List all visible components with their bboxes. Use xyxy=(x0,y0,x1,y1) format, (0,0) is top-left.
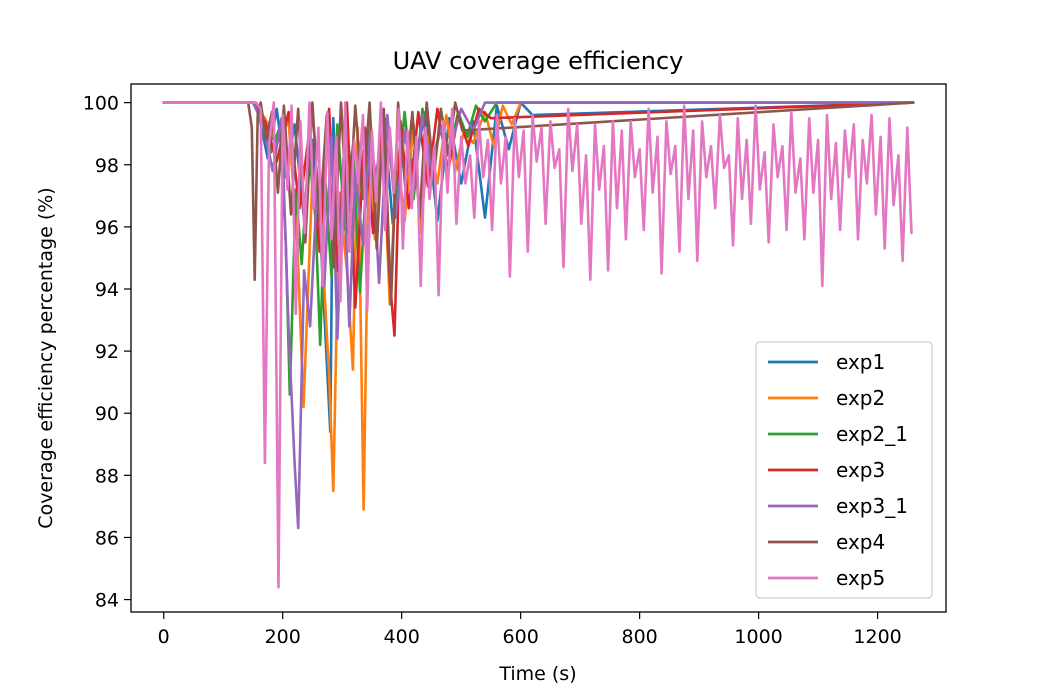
y-tick-label: 92 xyxy=(95,341,119,363)
legend-label-exp3: exp3 xyxy=(836,458,885,482)
legend-label-exp1: exp1 xyxy=(836,350,885,374)
y-tick-label: 84 xyxy=(95,590,119,612)
y-tick-label: 96 xyxy=(95,217,119,239)
x-tick-label: 1000 xyxy=(734,626,782,648)
chart-title: UAV coverage efficiency xyxy=(393,47,684,75)
legend-label-exp4: exp4 xyxy=(836,530,885,554)
y-tick-label: 94 xyxy=(95,279,119,301)
legend-label-exp2_1: exp2_1 xyxy=(836,422,908,446)
x-axis-title: Time (s) xyxy=(498,663,576,685)
legend-label-exp3_1: exp3_1 xyxy=(836,494,908,518)
series-layer xyxy=(162,101,915,589)
legend-label-exp2: exp2 xyxy=(836,386,885,410)
y-tick-label: 88 xyxy=(95,465,119,487)
plot-frame xyxy=(130,83,947,613)
y-tick-label: 98 xyxy=(95,155,119,177)
y-tick-label: 86 xyxy=(95,527,119,549)
x-axis: 0 200 400 600 800 1000 1200 xyxy=(158,612,902,648)
y-axis: 84 86 88 90 92 94 96 98 100 xyxy=(83,93,131,612)
legend: exp1 exp2 exp2_1 exp3 exp3_1 exp4 exp5 xyxy=(755,341,933,599)
legend-box xyxy=(755,341,933,599)
x-tick-label: 400 xyxy=(384,626,420,648)
legend-items: exp1 exp2 exp2_1 exp3 exp3_1 exp4 exp5 xyxy=(768,350,908,590)
series-line-exp5 xyxy=(162,101,913,589)
x-tick-label: 0 xyxy=(158,626,170,648)
y-tick-label: 100 xyxy=(83,93,119,115)
x-tick-label: 800 xyxy=(621,626,657,648)
x-tick-label: 200 xyxy=(265,626,301,648)
x-tick-label: 600 xyxy=(503,626,539,648)
x-tick-label: 1200 xyxy=(853,626,901,648)
y-axis-title: Coverage efficiency percentage (%) xyxy=(35,187,57,528)
legend-label-exp5: exp5 xyxy=(836,566,885,590)
y-tick-label: 90 xyxy=(95,403,119,425)
